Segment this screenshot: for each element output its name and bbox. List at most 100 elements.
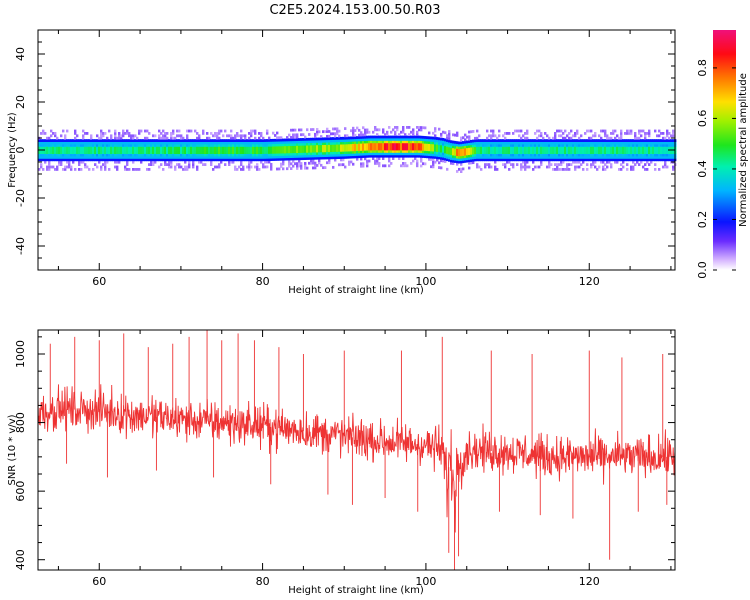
spectrogram-cell <box>448 134 451 138</box>
spectrogram-cell <box>426 150 429 154</box>
spectrogram-cell <box>364 147 367 151</box>
spectrogram-cell <box>360 150 363 154</box>
spectrogram-cell <box>372 142 375 146</box>
spectrogram-cell <box>96 134 99 138</box>
spectrogram-cell <box>410 142 413 146</box>
spectrogram-cell <box>404 133 407 136</box>
spectrogram-cell <box>260 148 263 152</box>
spectrogram-cell <box>638 136 641 140</box>
spectrogram-cell <box>92 148 95 152</box>
spectrogram-cell <box>476 153 479 157</box>
spectrogram-cell <box>350 160 353 164</box>
spectrogram-cell <box>492 146 495 150</box>
spectrogram-cell <box>396 135 399 139</box>
spectrogram-cell <box>356 150 359 154</box>
spectrogram-cell <box>624 148 627 152</box>
spectrogram-cell <box>112 146 115 150</box>
spectrogram-cell <box>438 142 441 145</box>
spectrogram-cell <box>96 144 99 147</box>
spectrogram-cell <box>46 144 49 147</box>
spectrogram-cell <box>354 143 357 147</box>
spectrogram-cell <box>430 141 433 145</box>
spectrogram-cell <box>392 154 395 158</box>
spectrogram-cell <box>496 139 499 142</box>
spectrogram-cell <box>188 148 191 152</box>
spectrogram-cell <box>404 138 407 141</box>
spectrogram-cell <box>160 153 163 157</box>
spectrogram-cell <box>216 134 219 138</box>
spectrogram-cell <box>260 141 263 145</box>
spectrogram-cell <box>662 136 665 140</box>
spectrogram-cell <box>440 152 443 155</box>
spectrogram-cell <box>518 141 521 145</box>
spectrogram-cell <box>364 150 367 154</box>
spectrogram-cell <box>228 160 231 164</box>
spectrogram-cell <box>238 153 241 157</box>
spectrogram-cell <box>322 154 325 158</box>
spectrogram-cell <box>182 151 185 154</box>
spectrogram-cell <box>456 146 459 149</box>
spectrogram-cell <box>166 158 169 162</box>
spectrogram-cell <box>658 139 661 142</box>
spectrogram-cell <box>132 134 135 138</box>
spectrogram-cell <box>70 144 73 147</box>
spectrogram-cell <box>324 137 327 141</box>
spectrogram-cell <box>302 157 305 161</box>
spectrogram-cell <box>666 158 669 162</box>
spectrogram-cell <box>376 162 379 165</box>
spectrogram-cell <box>216 158 219 162</box>
spectrogram-cell <box>194 141 197 145</box>
spectrogram-cell <box>288 152 291 156</box>
spectrogram-cell <box>622 144 625 147</box>
spectrogram-cell <box>592 139 595 142</box>
spectrogram-cell <box>656 148 659 152</box>
spectrogram-cell <box>226 148 229 152</box>
spectrogram-cell <box>306 166 309 170</box>
spectrogram-cell <box>324 154 327 157</box>
spectrogram-cell <box>482 146 485 150</box>
spectrogram-cell <box>120 156 123 159</box>
spectrogram-cell <box>644 132 647 135</box>
spectrogram-cell <box>244 141 247 145</box>
spectrogram-cell <box>638 163 641 166</box>
spectrogram-cell <box>568 168 571 171</box>
spectrogram-cell <box>610 163 613 166</box>
spectrogram-cell <box>332 165 335 169</box>
spectrogram-cell <box>248 139 251 142</box>
spectrogram-cell <box>420 128 423 132</box>
spectrogram-cell <box>572 141 575 145</box>
spectrogram-cell <box>472 142 475 145</box>
spectrogram-cell <box>538 144 541 147</box>
spectrogram-cell <box>326 142 329 145</box>
spectrogram-cell <box>216 156 219 159</box>
spectrogram-cell <box>546 134 549 138</box>
spectrogram-cell <box>506 132 509 135</box>
spectrogram-cell <box>634 148 637 152</box>
spectrogram-cell <box>548 139 551 142</box>
spectrogram-cell <box>526 129 529 133</box>
spectrogram-cell <box>564 148 567 152</box>
spectrogram-cell <box>248 158 251 162</box>
spectrogram-cell <box>146 151 149 154</box>
spectrogram-cell <box>332 127 335 131</box>
spectrogram-cell <box>352 141 355 145</box>
spectrogram-cell <box>250 146 253 150</box>
spectrogram-cell <box>448 130 451 133</box>
spectrogram-cell <box>628 144 631 147</box>
spectrogram-cell <box>364 135 367 139</box>
spectrogram-cell <box>46 148 49 152</box>
spectrogram-cell <box>352 126 355 130</box>
spectrogram-cell <box>48 160 51 164</box>
spectrogram-cell <box>478 148 481 152</box>
spectrogram-cell <box>218 148 221 152</box>
spectrogram-cell <box>592 156 595 159</box>
spectrogram-cell <box>48 168 51 171</box>
spectrogram-cell <box>142 141 145 145</box>
spectrogram-cell <box>218 141 221 145</box>
spectrogram-cell <box>184 144 187 147</box>
spectrogram-cell <box>50 156 53 159</box>
spectrogram-cell <box>46 156 49 159</box>
spectrogram-cell <box>658 141 661 145</box>
spectrogram-cell <box>98 160 101 164</box>
spectrogram-cell <box>428 143 431 147</box>
